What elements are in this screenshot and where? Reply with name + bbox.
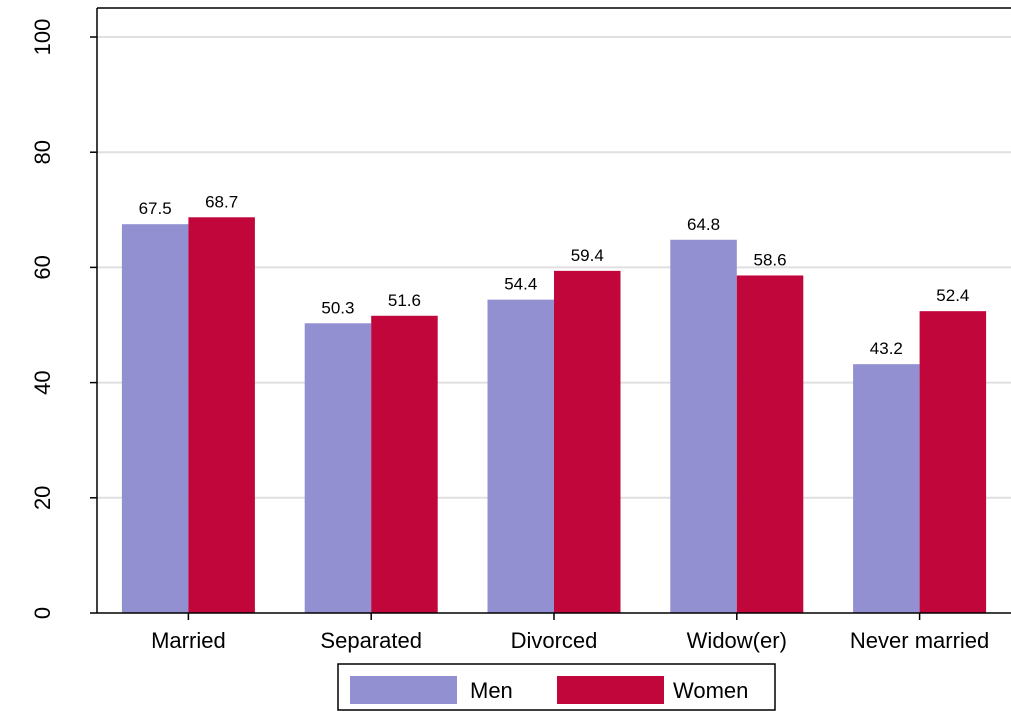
legend-swatch-women xyxy=(557,676,664,704)
category-label: Never married xyxy=(850,628,989,653)
data-label: 68.7 xyxy=(205,192,238,211)
legend-label-men: Men xyxy=(470,678,513,703)
bar-men-never-married xyxy=(853,364,920,613)
bar-men-married xyxy=(121,224,189,613)
y-tick-label: 20 xyxy=(30,486,55,510)
bar-men-divorced xyxy=(487,299,554,613)
bar-men-widow-er- xyxy=(670,239,737,613)
data-label: 59.4 xyxy=(571,246,604,265)
data-label: 51.6 xyxy=(388,291,421,310)
y-tick-label: 80 xyxy=(30,140,55,164)
bar-women-widow-er- xyxy=(736,275,804,613)
data-label: 58.6 xyxy=(754,250,787,269)
y-tick-label: 0 xyxy=(30,607,55,619)
axes: 0 20 40 60 80 100 Married Separated Divorced Wido… xyxy=(30,7,1011,653)
data-label: 64.8 xyxy=(687,215,720,234)
legend-swatch-men xyxy=(350,676,457,704)
legend: Men Women xyxy=(337,663,776,711)
bars xyxy=(121,217,987,613)
y-tick-label: 60 xyxy=(30,255,55,279)
data-labels: 67.5 68.7 50.3 51.6 54.4 59.4 64.8 58.6 43.2 52.4 xyxy=(139,192,970,358)
y-tick-label: 40 xyxy=(30,370,55,394)
category-label: Divorced xyxy=(511,628,598,653)
bar-women-divorced xyxy=(554,270,621,613)
y-tick-label: 100 xyxy=(30,19,55,56)
data-label: 43.2 xyxy=(870,339,903,358)
bar-women-never-married xyxy=(919,311,987,613)
category-label: Widow(er) xyxy=(687,628,787,653)
data-label: 67.5 xyxy=(139,199,172,218)
legend-label-women: Women xyxy=(673,678,748,703)
bar-women-separated xyxy=(371,315,438,613)
category-label: Married xyxy=(151,628,226,653)
data-label: 50.3 xyxy=(321,298,354,317)
data-label: 52.4 xyxy=(936,286,969,305)
bar-men-separated xyxy=(304,323,372,613)
bar-women-married xyxy=(188,217,255,613)
data-label: 54.4 xyxy=(504,275,537,294)
category-label: Separated xyxy=(320,628,422,653)
